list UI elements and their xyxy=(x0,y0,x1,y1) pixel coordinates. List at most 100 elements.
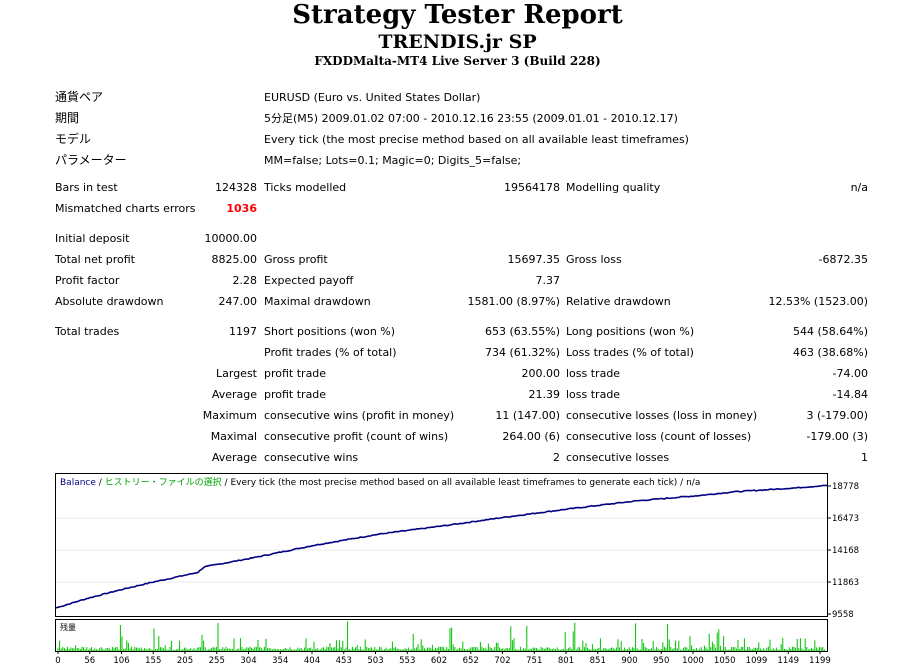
x-tick-label: 950 xyxy=(653,656,669,666)
avg-consecutive-losses-value: 1 xyxy=(861,451,868,464)
maximum-prefix: Maximum xyxy=(202,409,257,422)
volume-bars xyxy=(57,621,825,651)
ticks-modelled-label: Ticks modelled xyxy=(264,181,347,194)
x-tick-label: 503 xyxy=(367,656,383,666)
max-consecutive-wins-value: 11 (147.00) xyxy=(495,409,560,422)
y-tick-label: 18778 xyxy=(832,482,859,492)
short-positions-value: 653 (63.55%) xyxy=(484,325,560,338)
avg-consecutive-losses-label: consecutive losses xyxy=(566,451,670,464)
profit-trades-value: 734 (61.32%) xyxy=(484,346,560,359)
x-tick-label: 1199 xyxy=(809,656,831,666)
x-tick-label: 553 xyxy=(399,656,415,666)
x-tick-label: 453 xyxy=(336,656,352,666)
absolute-drawdown-value: 247.00 xyxy=(218,295,258,308)
loss-trades-value: 463 (38.68%) xyxy=(792,346,868,359)
initial-deposit-value: 10000.00 xyxy=(204,232,258,245)
gross-profit-label: Gross profit xyxy=(264,253,328,266)
average-loss-value: -14.84 xyxy=(832,388,868,401)
x-tick-label: 702 xyxy=(494,656,510,666)
x-tick-label: 354 xyxy=(272,656,288,666)
x-tick-label: 652 xyxy=(463,656,479,666)
maximal-prefix: Maximal xyxy=(210,430,257,443)
x-tick-label: 602 xyxy=(431,656,447,666)
average-consecutive-prefix: Average xyxy=(211,451,257,464)
balance-plot-frame xyxy=(55,473,828,617)
maximal-drawdown-label: Maximal drawdown xyxy=(264,295,371,308)
legend-separator: / xyxy=(96,478,105,488)
average-prefix: Average xyxy=(211,388,257,401)
avg-consecutive-wins-value: 2 xyxy=(553,451,560,464)
expected-payoff-label: Expected payoff xyxy=(264,274,354,287)
absolute-drawdown-label: Absolute drawdown xyxy=(55,295,164,308)
y-tick-label: 11863 xyxy=(832,578,859,588)
model-label: モデル xyxy=(55,132,92,146)
modelling-quality-label: Modelling quality xyxy=(566,181,661,194)
server-name: FXDDMalta-MT4 Live Server 3 (Build 228) xyxy=(314,54,601,68)
y-tick-label: 9558 xyxy=(832,610,854,620)
max-consecutive-losses-label: consecutive losses (loss in money) xyxy=(566,409,758,422)
parameters-label: パラメーター xyxy=(55,153,127,167)
y-tick-label: 16473 xyxy=(832,514,859,524)
legend-balance: Balance xyxy=(60,478,96,488)
initial-deposit-label: Initial deposit xyxy=(55,232,130,245)
expected-payoff-value: 7.37 xyxy=(535,274,561,287)
maximal-consecutive-profit-value: 264.00 (6) xyxy=(502,430,560,443)
gross-profit-value: 15697.35 xyxy=(507,253,561,266)
maximal-consecutive-profit-label: consecutive profit (count of wins) xyxy=(264,430,449,443)
x-tick-label: 304 xyxy=(240,656,256,666)
period-value: 5分足(M5) 2009.01.02 07:00 - 2010.12.16 23… xyxy=(264,112,678,125)
x-tick-label: 1050 xyxy=(714,656,736,666)
x-tick-label: 404 xyxy=(304,656,320,666)
maximal-consecutive-loss-label: consecutive loss (count of losses) xyxy=(566,430,752,443)
relative-drawdown-value: 12.53% (1523.00) xyxy=(768,295,868,308)
volume-label: 残量 xyxy=(60,622,76,632)
y-axis-ticks: 18778 16473 14168 11863 9558 xyxy=(827,482,859,620)
x-tick-label: 851 xyxy=(590,656,606,666)
largest-prefix: Largest xyxy=(216,367,257,380)
max-consecutive-losses-value: 3 (-179.00) xyxy=(806,409,868,422)
average-profit-value: 21.39 xyxy=(528,388,561,401)
symbol-value: EURUSD (Euro vs. United States Dollar) xyxy=(264,91,481,104)
maximal-consecutive-loss-value: -179.00 (3) xyxy=(806,430,868,443)
profit-factor-value: 2.28 xyxy=(232,274,258,287)
x-tick-label: 0 xyxy=(55,656,60,666)
x-tick-label: 155 xyxy=(145,656,161,666)
total-trades-label: Total trades xyxy=(55,325,120,338)
profit-trades-label: Profit trades (% of total) xyxy=(264,346,397,359)
average-profit-label: profit trade xyxy=(264,388,327,401)
x-tick-label: 900 xyxy=(621,656,637,666)
modelling-quality-value: n/a xyxy=(850,181,868,194)
long-positions-value: 544 (58.64%) xyxy=(792,325,868,338)
expert-name: TRENDIS.jr SP xyxy=(378,31,537,53)
x-tick-label: 255 xyxy=(209,656,225,666)
period-label: 期間 xyxy=(55,111,80,125)
total-net-profit-label: Total net profit xyxy=(55,253,135,266)
x-axis-ticks: 0 56 106 155 205 255 304 354 404 453 503 553 602 652 7… xyxy=(55,651,831,666)
x-tick-label: 205 xyxy=(177,656,193,666)
chart-gridlines xyxy=(56,517,827,583)
parameters-value: MM=false; Lots=0.1; Magic=0; Digits_5=fa… xyxy=(264,154,522,167)
legend-history-link: ヒストリー・ファイルの選択 xyxy=(105,476,222,488)
mismatched-errors-value: 1036 xyxy=(226,202,257,215)
total-trades-value: 1197 xyxy=(229,325,257,338)
x-tick-label: 801 xyxy=(558,656,574,666)
largest-loss-value: -74.00 xyxy=(832,367,868,380)
largest-loss-label: loss trade xyxy=(566,367,621,380)
legend-quality: n/a xyxy=(686,478,700,488)
short-positions-label: Short positions (won %) xyxy=(264,325,396,338)
x-tick-label: 56 xyxy=(84,656,95,666)
average-loss-label: loss trade xyxy=(566,388,621,401)
symbol-label: 通貨ペア xyxy=(55,90,104,104)
x-tick-label: 1000 xyxy=(682,656,704,666)
legend-separator: / xyxy=(222,478,231,488)
mismatched-errors-label: Mismatched charts errors xyxy=(55,202,196,215)
gross-loss-value: -6872.35 xyxy=(818,253,868,266)
y-tick-label: 14168 xyxy=(832,546,859,556)
balance-series-line xyxy=(55,484,828,609)
max-consecutive-wins-label: consecutive wins (profit in money) xyxy=(264,409,455,422)
x-tick-label: 1149 xyxy=(777,656,799,666)
largest-profit-label: profit trade xyxy=(264,367,327,380)
x-tick-label: 751 xyxy=(526,656,542,666)
bars-in-test-label: Bars in test xyxy=(55,181,118,194)
